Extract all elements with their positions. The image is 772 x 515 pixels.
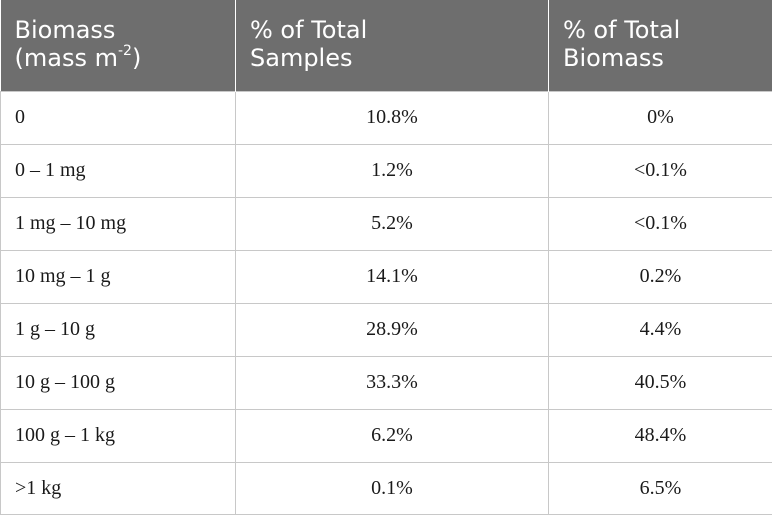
table-row: 100 g – 1 kg 6.2% 48.4% — [0, 408, 772, 463]
header-row: Biomass (mass m-2) % of Total Samples % … — [0, 0, 772, 91]
cell-samples: 1.2% — [235, 143, 549, 198]
cell-range: 10 g – 100 g — [0, 355, 236, 410]
header-total-samples-line2: Samples — [250, 44, 353, 72]
cell-biomass: 4.4% — [548, 302, 772, 357]
cell-range: 1 g – 10 g — [0, 302, 236, 357]
header-total-biomass: % of Total Biomass — [548, 0, 772, 91]
cell-samples: 33.3% — [235, 355, 549, 410]
cell-biomass: 0% — [548, 90, 772, 145]
cell-samples: 10.8% — [235, 90, 549, 145]
cell-biomass: <0.1% — [548, 143, 772, 198]
cell-biomass: 0.2% — [548, 249, 772, 304]
table-row: 0 – 1 mg 1.2% <0.1% — [0, 143, 772, 198]
cell-range: 100 g – 1 kg — [0, 408, 236, 463]
cell-range: 0 — [0, 90, 236, 145]
header-total-samples-line1: % of Total — [250, 16, 368, 44]
cell-range: 1 mg – 10 mg — [0, 196, 236, 251]
header-biomass-unit-pre: (mass m — [14, 44, 118, 72]
header-biomass: Biomass (mass m-2) — [0, 0, 236, 91]
table-row: 1 g – 10 g 28.9% 4.4% — [0, 302, 772, 357]
header-total-biomass-line2: Biomass — [563, 44, 664, 72]
table-row: >1 kg 0.1% 6.5% — [0, 461, 772, 515]
cell-biomass: 40.5% — [548, 355, 772, 410]
cell-samples: 0.1% — [235, 461, 549, 515]
header-biomass-unit-exponent: -2 — [117, 43, 132, 59]
cell-biomass: 48.4% — [548, 408, 772, 463]
cell-biomass: <0.1% — [548, 196, 772, 251]
header-total-samples: % of Total Samples — [235, 0, 549, 91]
header-total-biomass-line1: % of Total — [563, 16, 681, 44]
cell-biomass: 6.5% — [548, 461, 772, 515]
cell-range: 10 mg – 1 g — [0, 249, 236, 304]
cell-samples: 28.9% — [235, 302, 549, 357]
table-row: 10 mg – 1 g 14.1% 0.2% — [0, 249, 772, 304]
cell-samples: 14.1% — [235, 249, 549, 304]
header-biomass-unit-post: ) — [131, 44, 142, 72]
table-header: Biomass (mass m-2) % of Total Samples % … — [0, 0, 772, 91]
table-row: 0 10.8% 0% — [0, 90, 772, 145]
cell-samples: 6.2% — [235, 408, 549, 463]
cell-samples: 5.2% — [235, 196, 549, 251]
cell-range: >1 kg — [0, 461, 236, 515]
cell-range: 0 – 1 mg — [0, 143, 236, 198]
table-row: 1 mg – 10 mg 5.2% <0.1% — [0, 196, 772, 251]
table-body: 0 10.8% 0% 0 – 1 mg 1.2% <0.1% 1 mg – 10… — [0, 90, 772, 515]
header-biomass-line1: Biomass — [14, 16, 116, 44]
header-biomass-line2: (mass m-2) — [15, 44, 228, 72]
table-row: 10 g – 100 g 33.3% 40.5% — [0, 355, 772, 410]
